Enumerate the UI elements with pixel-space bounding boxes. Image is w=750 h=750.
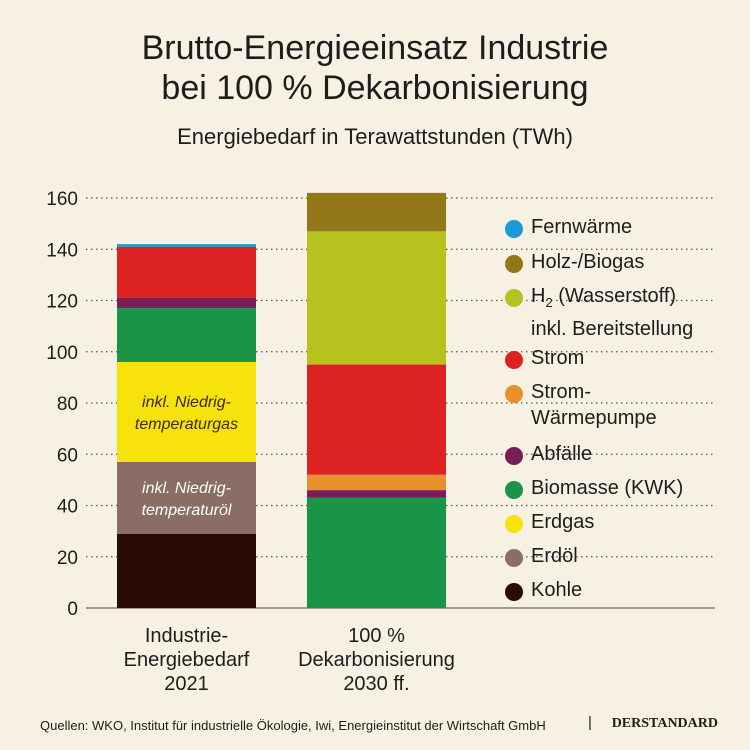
source-note: Quellen: WKO, Institut für industrielle … — [40, 718, 546, 733]
legend-item: Kohle — [505, 577, 582, 603]
title-line-1: Brutto-Energieeinsatz Industrie — [141, 29, 609, 67]
category-label-0-1: Energiebedarf — [124, 649, 250, 671]
category-label-1-1: Dekarbonisierung — [298, 649, 455, 671]
bar-segment-0-1 — [117, 461, 256, 534]
y-tick-label-160: 160 — [46, 189, 78, 210]
legend-swatch — [505, 255, 523, 273]
legend-swatch — [505, 549, 523, 567]
category-label-1-0: 100 % — [348, 625, 405, 647]
bar-segment-1-4 — [307, 490, 446, 498]
bar-segment-0-4 — [117, 297, 256, 309]
y-tick-label-40: 40 — [57, 497, 78, 518]
footer-separator: | — [588, 714, 592, 731]
brand-logo: DERSTANDARD — [611, 716, 718, 731]
legend-swatch — [505, 289, 523, 307]
legend-label: Abfälle — [531, 443, 593, 465]
y-tick-label-100: 100 — [46, 343, 78, 364]
chart-title: Brutto-Energieeinsatz Industrie bei 100 … — [0, 28, 750, 108]
bar-segment-0-3 — [117, 308, 256, 362]
y-tick-label-60: 60 — [57, 445, 78, 466]
bar-label-0-2-0: inkl. Niedrig- — [142, 394, 231, 411]
bar-segment-1-8 — [307, 192, 446, 232]
stacked-bar-chart: 0 20 40 60 80 100 120 140 160 inkl. Niedrig-tempe… — [46, 189, 715, 695]
legend-item: H2 (Wasserstoff) inkl. Bereitstellung — [505, 283, 693, 342]
legend-label: Erdöl — [531, 545, 578, 567]
legend-swatch — [505, 385, 523, 403]
bar-label-0-1-1: temperaturöl — [142, 502, 232, 519]
legend-item: Erdöl — [505, 543, 578, 569]
legend-label: Erdgas — [531, 511, 595, 533]
y-tick-label-120: 120 — [46, 292, 78, 313]
category-label-0-0: Industrie- — [145, 625, 228, 647]
category-label-1-2: 2030 ff. — [343, 673, 409, 695]
legend-swatch — [505, 515, 523, 533]
legend-label: Strom- Wärmepumpe — [531, 381, 657, 429]
legend-item: Strom — [505, 345, 584, 371]
chart-subtitle: Energiebedarf in Terawattstunden (TWh) — [177, 124, 573, 149]
bar-segment-1-7 — [307, 231, 446, 365]
legend-swatch — [505, 481, 523, 499]
y-tick-label-80: 80 — [57, 394, 78, 415]
bar-label-0-1-0: inkl. Niedrig- — [142, 480, 231, 497]
y-tick-label-20: 20 — [57, 548, 78, 569]
bar-segment-0-9 — [117, 244, 256, 247]
legend-label: H2 (Wasserstoff) inkl. Bereitstellung — [531, 285, 694, 340]
legend-swatch — [505, 220, 523, 238]
bar-segment-0-0 — [117, 533, 256, 608]
legend-swatch — [505, 351, 523, 369]
legend-label: Kohle — [531, 579, 583, 601]
title-line-2: bei 100 % Dekarbonisierung — [161, 69, 589, 107]
legend-item: Erdgas — [505, 509, 594, 535]
bar-segment-1-6 — [307, 364, 446, 475]
legend-item: Abfälle — [505, 441, 592, 467]
bar-segment-1-3 — [307, 497, 446, 608]
legend-item: Fernwärme — [505, 214, 632, 240]
bar-segment-0-6 — [117, 246, 256, 298]
y-tick-label-140: 140 — [46, 240, 78, 261]
bar-label-0-2-1: temperaturgas — [135, 416, 238, 433]
legend-label: Strom — [531, 347, 585, 369]
legend-label: Holz-/Biogas — [531, 251, 645, 273]
legend-label: Biomasse (KWK) — [531, 477, 684, 499]
legend-swatch — [505, 583, 523, 601]
legend-item: Holz-/Biogas — [505, 249, 644, 275]
bar-segment-1-5 — [307, 474, 446, 491]
y-tick-label-0: 0 — [67, 599, 78, 620]
legend-item: Strom- Wärmepumpe — [505, 379, 657, 431]
bar-segment-0-2 — [117, 362, 256, 462]
legend-item: Biomasse (KWK) — [505, 475, 683, 501]
category-label-0-2: 2021 — [164, 673, 209, 695]
legend-swatch — [505, 447, 523, 465]
legend-label: Fernwärme — [531, 216, 633, 238]
